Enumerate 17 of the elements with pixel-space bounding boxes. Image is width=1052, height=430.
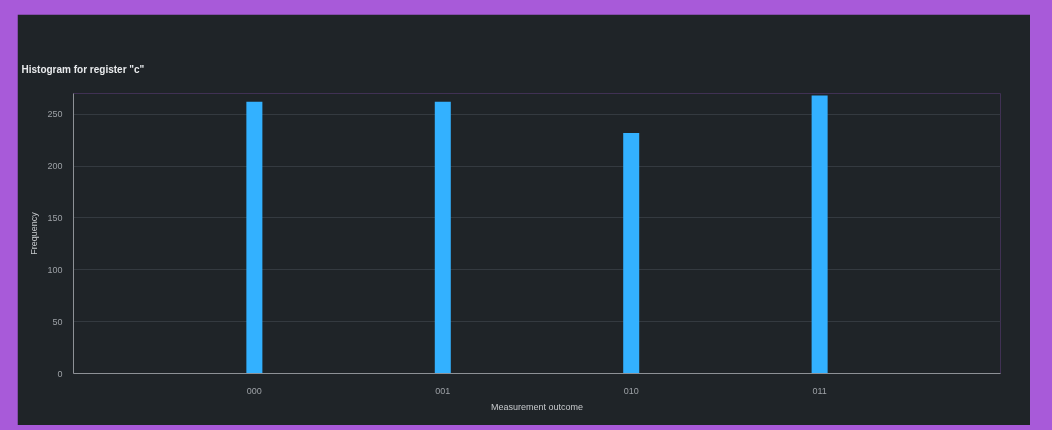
bar [246, 101, 263, 374]
x-tick-label: 000 [246, 385, 262, 396]
x-tick-label: 001 [435, 385, 451, 396]
x-tick-label: 011 [812, 385, 827, 396]
bar [623, 132, 640, 374]
y-tick-label: 200 [47, 161, 63, 172]
y-tick-label: 0 [57, 368, 63, 379]
bar [434, 101, 451, 374]
chart-title: Histogram for register "c" [21, 63, 145, 75]
y-axis-title: Frequency [29, 211, 40, 255]
bar [811, 95, 828, 374]
x-axis-title: Measurement outcome [490, 401, 584, 412]
y-tick-label: 250 [47, 109, 63, 120]
y-tick-label: 100 [47, 264, 63, 275]
x-tick-label: 010 [623, 385, 639, 396]
y-tick-label: 150 [47, 212, 63, 223]
y-tick-label: 50 [52, 316, 63, 327]
